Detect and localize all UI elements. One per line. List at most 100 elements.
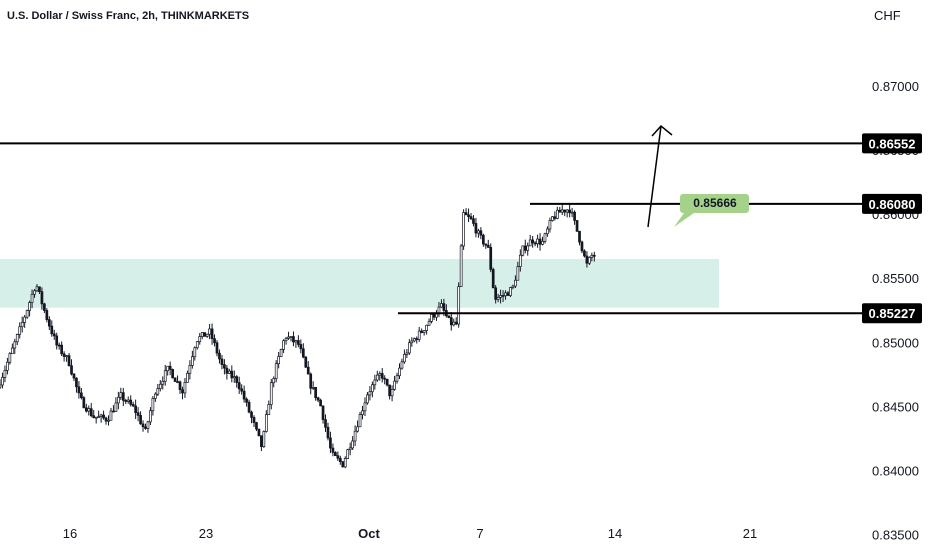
candle-body [176, 381, 179, 383]
candle-body [47, 319, 51, 327]
candle-body [156, 388, 160, 395]
candle-body [205, 333, 209, 337]
candle-body [371, 384, 374, 393]
candle-body [514, 279, 517, 287]
candle-body [425, 324, 428, 331]
candle-body [151, 398, 155, 412]
candle-body [33, 290, 36, 295]
candle-body [341, 461, 345, 468]
candle-body [107, 419, 110, 422]
candle-body [50, 325, 54, 335]
candle-body [380, 373, 384, 379]
candle-body [585, 255, 589, 264]
candle-body [235, 376, 239, 383]
candle-body [368, 391, 372, 396]
candle-body [186, 372, 189, 383]
candle-body [158, 383, 162, 389]
candle-body [18, 326, 22, 335]
candle-body [511, 285, 515, 288]
candle-body [531, 239, 535, 244]
candle-body [400, 361, 404, 369]
candle-body [405, 352, 409, 355]
candle-body [573, 211, 576, 221]
candle-body [166, 365, 170, 372]
candle-body [218, 352, 221, 360]
candle-body [415, 338, 419, 340]
candle-body [227, 370, 231, 374]
candle-body [348, 447, 352, 451]
candle-body [390, 389, 394, 397]
candle-body [363, 402, 367, 412]
candle-body [267, 404, 271, 415]
forecast-arrow-icon [651, 124, 673, 137]
candle-body [580, 241, 584, 252]
candle-body [403, 354, 406, 363]
candle-body [454, 321, 458, 325]
candle-body [77, 386, 81, 394]
candle-body [272, 378, 276, 384]
candle-body [55, 335, 59, 346]
candle-body [430, 314, 433, 322]
demand-zone [0, 258, 719, 308]
candle-body [279, 348, 283, 357]
candle-body [82, 397, 86, 409]
candle-body [592, 254, 596, 257]
candle-body [558, 209, 562, 213]
x-tick-label: 21 [743, 526, 757, 541]
level-lines: 0.86552 0.86080 0.85227 [0, 133, 922, 324]
candle-body [358, 414, 362, 428]
candle-body [588, 257, 591, 264]
candle-body [250, 411, 253, 418]
candle-body [65, 355, 68, 357]
candle-body [422, 330, 426, 333]
candle-body [410, 340, 414, 344]
candle-body [190, 356, 194, 366]
candle-body [213, 338, 216, 344]
candle-body [442, 303, 446, 311]
candle-body [203, 332, 207, 337]
candle-body [575, 220, 579, 232]
candle-body [23, 316, 27, 323]
candle-body [292, 336, 295, 343]
candle-body [316, 397, 320, 401]
candle-body [163, 370, 167, 382]
candle-body [449, 317, 453, 326]
level-badge-label: 0.85227 [869, 306, 916, 321]
price-callout-label: 0.85666 [693, 196, 737, 210]
candle-body [309, 373, 313, 389]
candle-body [351, 440, 354, 449]
candle-body [469, 216, 473, 220]
candle-body [501, 295, 505, 297]
candle-body [366, 394, 369, 404]
candle-body [215, 342, 219, 354]
candle-body [393, 380, 396, 390]
candle-body [427, 321, 431, 326]
candle-body [324, 419, 327, 428]
candle-body [183, 381, 187, 394]
candle-body [435, 313, 438, 318]
annotations: 0.85666 [647, 124, 749, 228]
candle-body [84, 407, 88, 412]
candle-body [486, 244, 490, 248]
candle-body [506, 292, 510, 296]
candle-body [60, 344, 64, 355]
candle-body [181, 389, 184, 394]
candle-body [171, 369, 174, 379]
candle-body [97, 416, 100, 418]
candle-body [346, 449, 350, 459]
candle-body [388, 384, 391, 397]
candle-body [294, 340, 298, 343]
candle-body [477, 230, 480, 234]
candle-body [338, 457, 342, 462]
candle-body [67, 355, 71, 367]
chart-title: U.S. Dollar / Swiss Franc, 2h, THINKMARK… [7, 10, 249, 22]
x-tick-label: 23 [199, 526, 213, 541]
candle-body [193, 347, 197, 358]
candle-body [408, 342, 411, 354]
candle-body [72, 373, 76, 379]
candle-body [398, 367, 401, 377]
candle-body [188, 365, 192, 374]
candle-body [0, 384, 2, 388]
candle-body [494, 287, 498, 300]
candle-body [284, 337, 288, 342]
